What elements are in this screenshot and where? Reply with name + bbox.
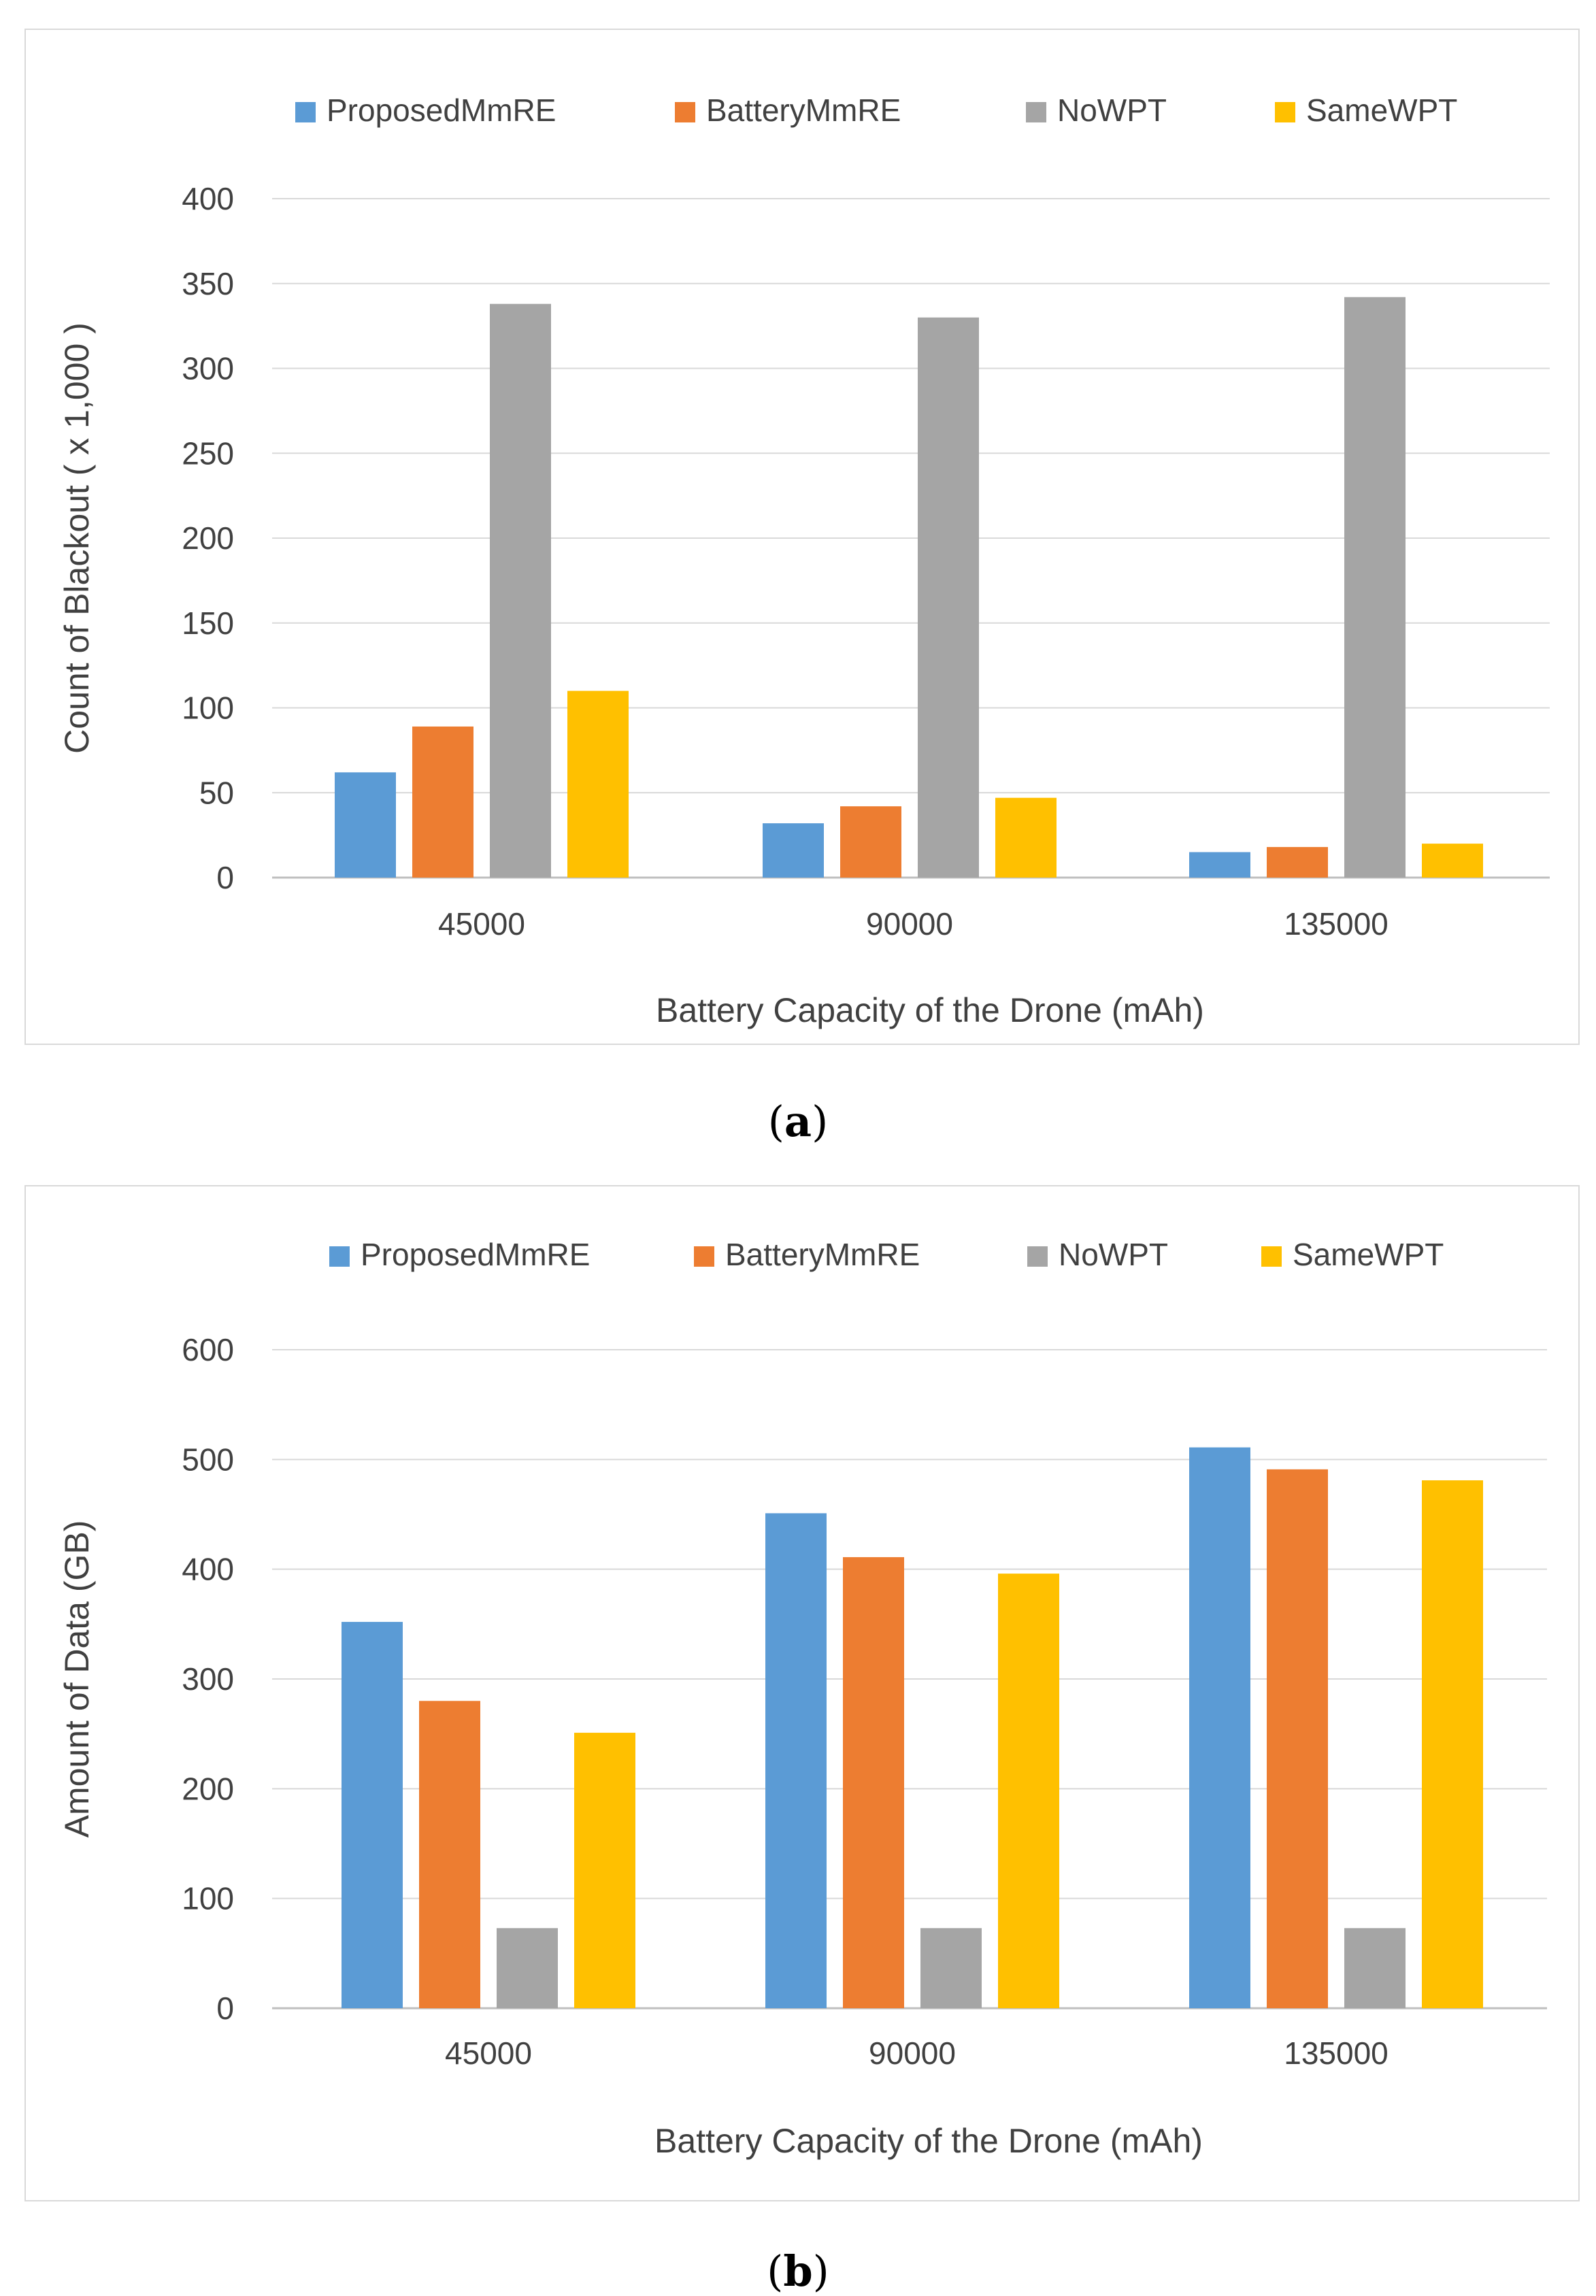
chart-a-bar-nowpt-45000 [490,303,551,878]
chart-b-y-tick-label: 300 [182,1661,234,1697]
chart-a-bar-batterymmre-45000 [412,726,473,878]
chart-panel-a: 0 50 100 150 200 250 300 350 400 45000 90000 135000… [24,29,1580,1045]
chart-b-y-tick-label: 500 [182,1442,234,1477]
chart-b-legend-label-samewpt: SameWPT [1293,1237,1444,1272]
caption-a: (a) [0,1097,1596,1146]
chart-a-bar-proposedmmre-135000 [1189,852,1250,878]
chart-b-x-axis-title: Battery Capacity of the Drone (mAh) [654,2122,1203,2160]
chart-a-y-tick-label: 0 [216,860,234,895]
chart-b-bar-nowpt-135000 [1344,1928,1406,2008]
chart-b-legend: ProposedMmRE BatteryMmRE NoWPT SameWPT [329,1237,1444,1272]
chart-b-bar-batterymmre-90000 [843,1557,904,2008]
chart-b-y-tick-label: 200 [182,1771,234,1806]
chart-a-svg: 0 50 100 150 200 250 300 350 400 45000 90000 135000… [58,93,1550,1029]
chart-b-legend-label-batterymmre: BatteryMmRE [725,1237,920,1272]
caption-b-open: ( [767,2246,784,2296]
chart-a-bars [335,297,1483,878]
chart-a-bar-nowpt-90000 [918,317,979,878]
chart-a-gridlines [272,198,1550,879]
chart-b-y-axis-title: Amount of Data (GB) [58,1520,96,1838]
chart-a-y-tick-label: 50 [199,775,234,810]
chart-a-y-axis-title: Count of Blackout ( x 1,000 ) [58,322,96,754]
chart-b-bar-samewpt-45000 [574,1733,635,2008]
chart-b-bar-proposedmmre-90000 [765,1513,827,2008]
chart-a-legend-swatch-nowpt [1026,102,1046,122]
chart-a-bar-batterymmre-90000 [840,806,901,878]
chart-b-y-tick-label: 400 [182,1552,234,1587]
chart-b-legend-swatch-batterymmre [694,1246,714,1267]
chart-a-bar-proposedmmre-90000 [763,823,824,878]
chart-a-legend-label-nowpt: NoWPT [1057,93,1167,128]
chart-a-legend-swatch-batterymmre [675,102,695,122]
chart-b-bars [342,1447,1483,2008]
chart-a-y-tick-label: 400 [182,181,234,216]
chart-b-y-tick-label: 0 [216,1991,234,2026]
caption-a-close: ) [812,1097,829,1146]
chart-b-y-tick-label: 600 [182,1332,234,1367]
chart-b-legend-swatch-samewpt [1261,1246,1282,1267]
chart-a-bar-samewpt-135000 [1422,844,1483,878]
chart-b-legend-label-proposedmmre: ProposedMmRE [361,1237,590,1272]
chart-a-x-axis-title: Battery Capacity of the Drone (mAh) [656,991,1204,1029]
chart-a-x-tick-label: 135000 [1284,906,1389,942]
chart-b-bar-nowpt-45000 [497,1928,558,2008]
chart-a-bar-samewpt-90000 [995,797,1057,878]
chart-b-bar-samewpt-90000 [998,1574,1059,2008]
chart-a-y-tick-label: 300 [182,351,234,386]
chart-b-bar-batterymmre-135000 [1267,1469,1328,2008]
chart-b-x-tick-label: 90000 [869,2035,956,2071]
chart-a-legend-swatch-proposedmmre [295,102,316,122]
chart-b-y-axis-ticks: 0 100 200 300 400 500 600 [182,1332,234,2026]
chart-a-bar-samewpt-45000 [567,691,629,878]
chart-b-legend-swatch-nowpt [1027,1246,1048,1267]
chart-a-bar-proposedmmre-45000 [335,772,396,878]
chart-a-legend: ProposedMmRE BatteryMmRE NoWPT SameWPT [295,93,1457,128]
chart-a-legend-swatch-samewpt [1275,102,1295,122]
chart-a-bar-batterymmre-135000 [1267,847,1328,878]
caption-b-close: ) [812,2246,829,2296]
chart-b-y-tick-label: 100 [182,1881,234,1916]
chart-a-x-tick-label: 90000 [866,906,953,942]
chart-a-y-tick-label: 250 [182,435,234,471]
chart-b-x-tick-label: 45000 [445,2035,532,2071]
caption-a-open: ( [767,1097,784,1146]
chart-a-y-tick-label: 150 [182,605,234,641]
chart-a-x-tick-label: 45000 [438,906,525,942]
chart-b-bar-nowpt-90000 [920,1928,982,2008]
chart-b-gridlines [272,1349,1547,2010]
chart-a-y-tick-label: 200 [182,520,234,556]
chart-b-bar-proposedmmre-45000 [342,1622,403,2008]
chart-b-x-tick-label: 135000 [1284,2035,1389,2071]
chart-b-legend-swatch-proposedmmre [329,1246,350,1267]
chart-b-bar-batterymmre-45000 [419,1701,480,2008]
chart-a-legend-label-proposedmmre: ProposedMmRE [327,93,556,128]
chart-a-y-tick-label: 350 [182,266,234,301]
chart-a-y-tick-label: 100 [182,691,234,726]
caption-b-label: b [783,2246,813,2296]
chart-b-bar-proposedmmre-135000 [1189,1447,1250,2008]
chart-a-y-axis-ticks: 0 50 100 150 200 250 300 350 400 [182,181,234,895]
caption-b: (b) [0,2246,1596,2296]
caption-a-label: a [784,1097,812,1146]
chart-a-legend-label-samewpt: SameWPT [1306,93,1457,128]
chart-panel-b: 0 100 200 300 400 500 600 45000 90000 135000 Propo… [24,1185,1580,2201]
chart-a-bar-nowpt-135000 [1344,297,1406,878]
chart-b-legend-label-nowpt: NoWPT [1059,1237,1168,1272]
chart-b-bar-samewpt-135000 [1422,1480,1483,2008]
chart-b-svg: 0 100 200 300 400 500 600 45000 90000 135000 Propo… [58,1237,1547,2160]
chart-a-legend-label-batterymmre: BatteryMmRE [706,93,901,128]
